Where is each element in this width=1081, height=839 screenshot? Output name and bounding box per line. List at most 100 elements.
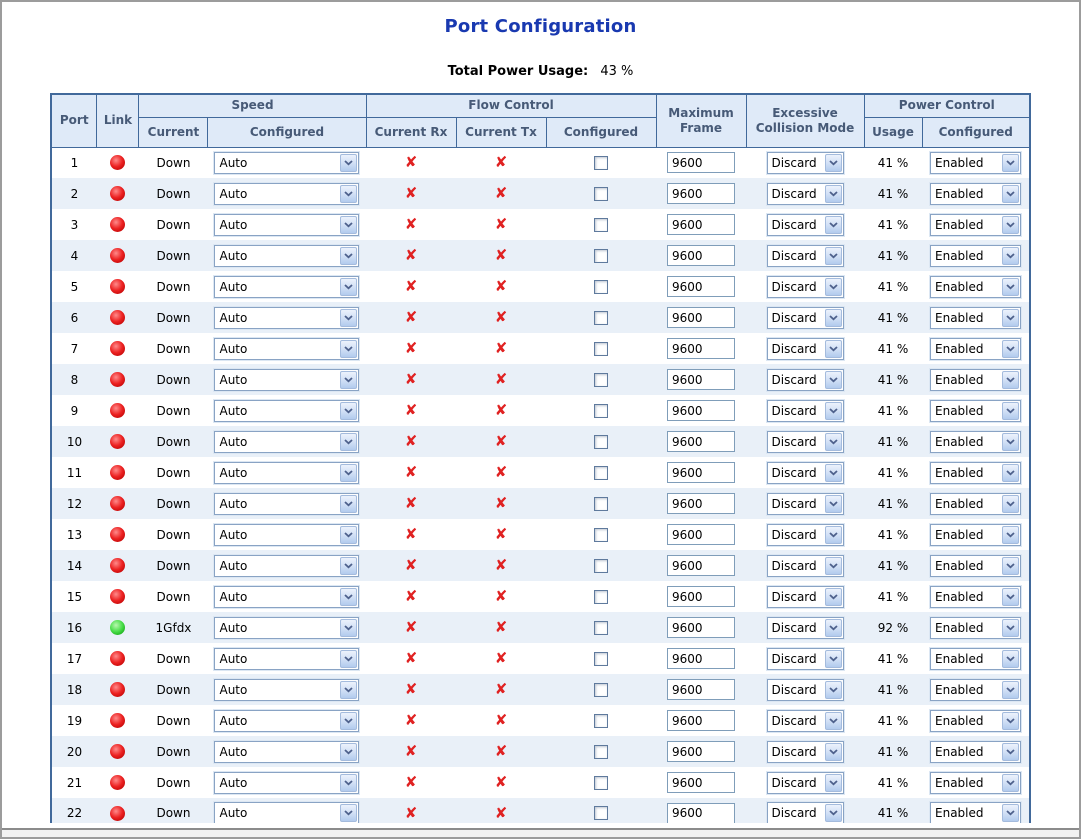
flow-configured-checkbox[interactable] bbox=[594, 279, 608, 294]
collision-mode-select[interactable]: Discard bbox=[766, 492, 844, 515]
max-frame-input[interactable] bbox=[667, 369, 736, 390]
power-configured-select[interactable]: Enabled bbox=[930, 740, 1022, 763]
flow-configured-checkbox[interactable] bbox=[594, 682, 608, 697]
speed-configured-select[interactable]: Auto bbox=[214, 554, 360, 577]
power-configured-select[interactable]: Enabled bbox=[930, 523, 1022, 546]
speed-configured-select[interactable]: Auto bbox=[214, 492, 360, 515]
flow-configured-checkbox[interactable] bbox=[594, 558, 608, 573]
max-frame-input[interactable] bbox=[667, 617, 736, 638]
power-configured-select[interactable]: Enabled bbox=[930, 151, 1022, 174]
flow-configured-checkbox[interactable] bbox=[594, 372, 608, 387]
power-configured-select[interactable]: Enabled bbox=[930, 306, 1022, 329]
power-configured-select[interactable]: Enabled bbox=[930, 554, 1022, 577]
collision-mode-select[interactable]: Discard bbox=[766, 554, 844, 577]
power-configured-select[interactable]: Enabled bbox=[930, 709, 1022, 732]
collision-mode-select[interactable]: Discard bbox=[766, 461, 844, 484]
collision-mode-select[interactable]: Discard bbox=[766, 399, 844, 422]
flow-configured-checkbox[interactable] bbox=[594, 186, 608, 201]
max-frame-input[interactable] bbox=[667, 183, 736, 204]
power-configured-select[interactable]: Enabled bbox=[930, 399, 1022, 422]
power-configured-select[interactable]: Enabled bbox=[930, 430, 1022, 453]
collision-mode-select[interactable]: Discard bbox=[766, 523, 844, 546]
speed-configured-select[interactable]: Auto bbox=[214, 182, 360, 205]
speed-configured-select[interactable]: Auto bbox=[214, 678, 360, 701]
flow-configured-checkbox[interactable] bbox=[594, 341, 608, 356]
max-frame-input[interactable] bbox=[667, 555, 736, 576]
collision-mode-select[interactable]: Discard bbox=[766, 585, 844, 608]
flow-configured-checkbox[interactable] bbox=[594, 744, 608, 759]
flow-configured-checkbox[interactable] bbox=[594, 434, 608, 449]
flow-configured-checkbox[interactable] bbox=[594, 651, 608, 666]
flow-configured-checkbox[interactable] bbox=[594, 248, 608, 263]
speed-configured-select[interactable]: Auto bbox=[214, 585, 360, 608]
flow-configured-checkbox[interactable] bbox=[594, 775, 608, 790]
max-frame-input[interactable] bbox=[667, 648, 736, 669]
max-frame-input[interactable] bbox=[667, 802, 736, 823]
speed-configured-select[interactable]: Auto bbox=[214, 151, 360, 174]
power-configured-select[interactable]: Enabled bbox=[930, 771, 1022, 794]
power-configured-select[interactable]: Enabled bbox=[930, 616, 1022, 639]
max-frame-input[interactable] bbox=[667, 214, 736, 235]
speed-configured-select[interactable]: Auto bbox=[214, 740, 360, 763]
power-configured-select[interactable]: Enabled bbox=[930, 678, 1022, 701]
speed-configured-select[interactable]: Auto bbox=[214, 337, 360, 360]
speed-configured-select[interactable]: Auto bbox=[214, 802, 360, 823]
max-frame-input[interactable] bbox=[667, 245, 736, 266]
speed-configured-select[interactable]: Auto bbox=[214, 771, 360, 794]
collision-mode-select[interactable]: Discard bbox=[766, 647, 844, 670]
max-frame-input[interactable] bbox=[667, 493, 736, 514]
max-frame-input[interactable] bbox=[667, 586, 736, 607]
collision-mode-select[interactable]: Discard bbox=[766, 306, 844, 329]
collision-mode-select[interactable]: Discard bbox=[766, 275, 844, 298]
max-frame-input[interactable] bbox=[667, 276, 736, 297]
collision-mode-select[interactable]: Discard bbox=[766, 740, 844, 763]
speed-configured-select[interactable]: Auto bbox=[214, 213, 360, 236]
collision-mode-select[interactable]: Discard bbox=[766, 678, 844, 701]
power-configured-select[interactable]: Enabled bbox=[930, 492, 1022, 515]
collision-mode-select[interactable]: Discard bbox=[766, 368, 844, 391]
flow-configured-checkbox[interactable] bbox=[594, 620, 608, 635]
power-configured-select[interactable]: Enabled bbox=[930, 368, 1022, 391]
flow-configured-checkbox[interactable] bbox=[594, 403, 608, 418]
max-frame-input[interactable] bbox=[667, 741, 736, 762]
max-frame-input[interactable] bbox=[667, 400, 736, 421]
max-frame-input[interactable] bbox=[667, 152, 736, 174]
collision-mode-select[interactable]: Discard bbox=[766, 771, 844, 794]
power-configured-select[interactable]: Enabled bbox=[930, 275, 1022, 298]
flow-configured-checkbox[interactable] bbox=[594, 496, 608, 511]
flow-configured-checkbox[interactable] bbox=[594, 713, 608, 728]
speed-configured-select[interactable]: Auto bbox=[214, 368, 360, 391]
collision-mode-select[interactable]: Discard bbox=[766, 709, 844, 732]
collision-mode-select[interactable]: Discard bbox=[766, 182, 844, 205]
power-configured-select[interactable]: Enabled bbox=[930, 802, 1022, 823]
speed-configured-select[interactable]: Auto bbox=[214, 306, 360, 329]
speed-configured-select[interactable]: Auto bbox=[214, 244, 360, 267]
flow-configured-checkbox[interactable] bbox=[594, 527, 608, 542]
collision-mode-select[interactable]: Discard bbox=[766, 213, 844, 236]
max-frame-input[interactable] bbox=[667, 307, 736, 328]
power-configured-select[interactable]: Enabled bbox=[930, 337, 1022, 360]
collision-mode-select[interactable]: Discard bbox=[766, 151, 844, 174]
speed-configured-select[interactable]: Auto bbox=[214, 399, 360, 422]
power-configured-select[interactable]: Enabled bbox=[930, 244, 1022, 267]
power-configured-select[interactable]: Enabled bbox=[930, 585, 1022, 608]
collision-mode-select[interactable]: Discard bbox=[766, 802, 844, 823]
speed-configured-select[interactable]: Auto bbox=[214, 616, 360, 639]
max-frame-input[interactable] bbox=[667, 431, 736, 452]
max-frame-input[interactable] bbox=[667, 710, 736, 731]
speed-configured-select[interactable]: Auto bbox=[214, 523, 360, 546]
speed-configured-select[interactable]: Auto bbox=[214, 430, 360, 453]
power-configured-select[interactable]: Enabled bbox=[930, 182, 1022, 205]
max-frame-input[interactable] bbox=[667, 524, 736, 545]
max-frame-input[interactable] bbox=[667, 338, 736, 359]
collision-mode-select[interactable]: Discard bbox=[766, 430, 844, 453]
speed-configured-select[interactable]: Auto bbox=[214, 461, 360, 484]
power-configured-select[interactable]: Enabled bbox=[930, 647, 1022, 670]
speed-configured-select[interactable]: Auto bbox=[214, 275, 360, 298]
flow-configured-checkbox[interactable] bbox=[594, 310, 608, 325]
max-frame-input[interactable] bbox=[667, 462, 736, 483]
max-frame-input[interactable] bbox=[667, 772, 736, 793]
collision-mode-select[interactable]: Discard bbox=[766, 337, 844, 360]
flow-configured-checkbox[interactable] bbox=[594, 589, 608, 604]
speed-configured-select[interactable]: Auto bbox=[214, 709, 360, 732]
